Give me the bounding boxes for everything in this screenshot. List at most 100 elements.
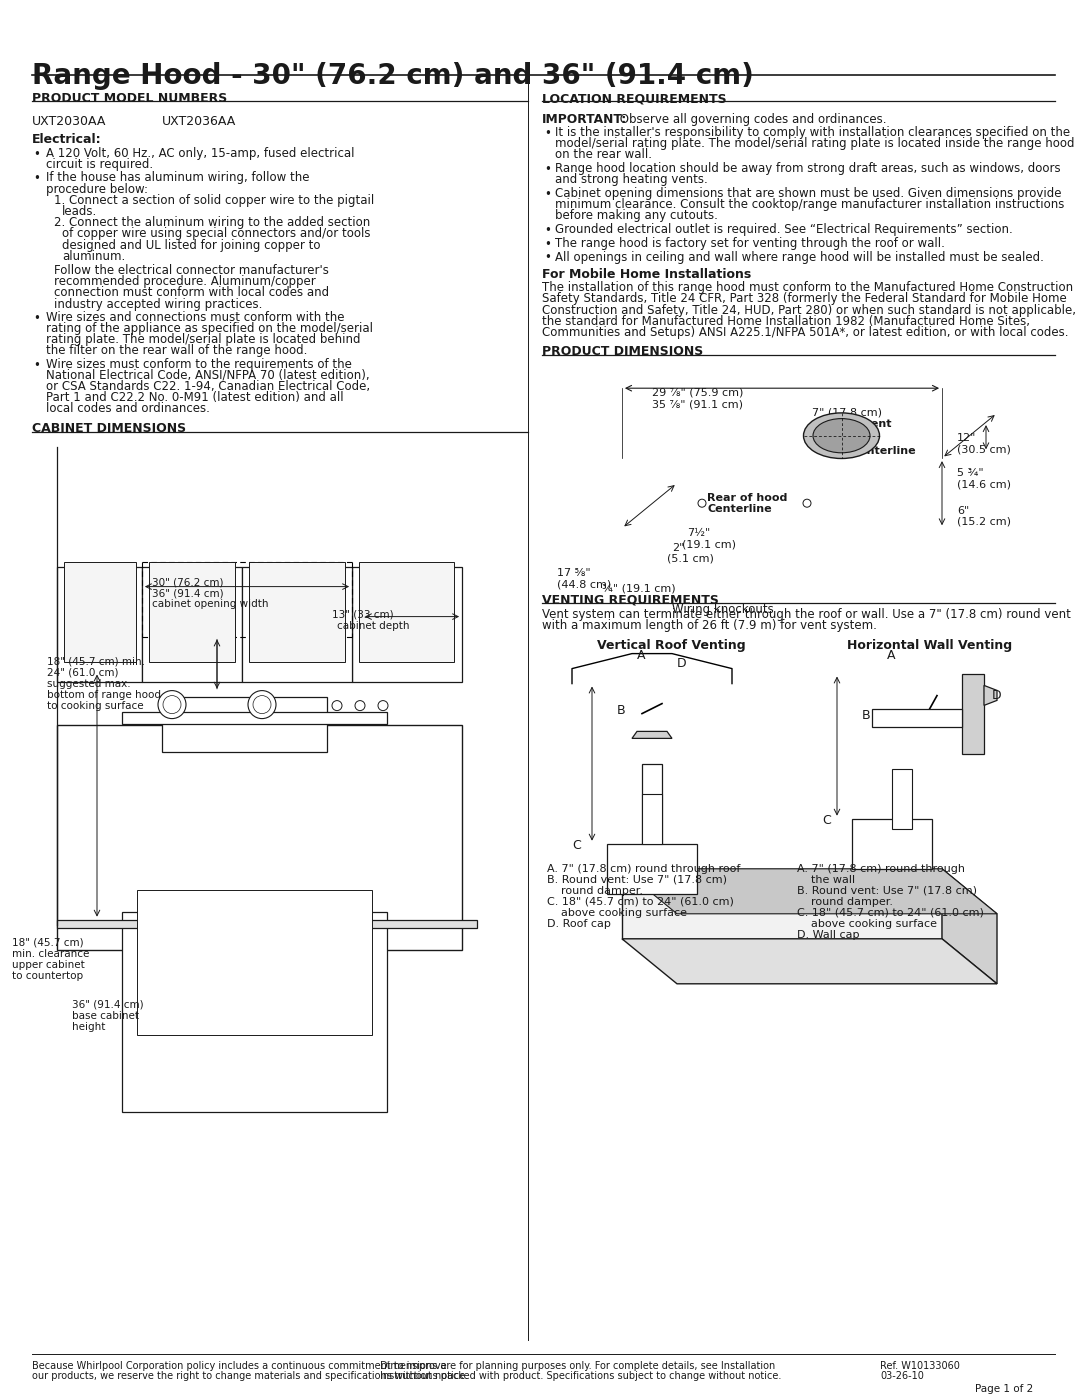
Text: upper cabinet: upper cabinet [12,960,84,970]
Text: C. 18" (45.7 cm) to 24" (61.0 cm): C. 18" (45.7 cm) to 24" (61.0 cm) [797,908,984,918]
Text: C. 18" (45.7 cm) to 24" (61.0 cm): C. 18" (45.7 cm) to 24" (61.0 cm) [546,897,734,907]
Text: PRODUCT MODEL NUMBERS: PRODUCT MODEL NUMBERS [32,92,227,105]
Bar [64,562,136,662]
Text: 6": 6" [957,506,969,517]
Text: National Electrical Code, ANSI/NFPA 70 (latest edition),: National Electrical Code, ANSI/NFPA 70 (… [46,369,369,381]
Text: before making any cutouts.: before making any cutouts. [555,210,718,222]
Bar [137,890,372,1035]
Text: circuit is required.: circuit is required. [46,158,153,172]
Text: •: • [544,163,551,176]
Circle shape [332,701,342,711]
Text: CABINET DIMENSIONS: CABINET DIMENSIONS [32,422,186,434]
Text: •: • [544,224,551,237]
Text: Instructions packed with product. Specifications subject to change without notic: Instructions packed with product. Specif… [380,1370,781,1382]
Bar [122,711,387,724]
Text: IMPORTANT:: IMPORTANT: [542,113,627,126]
Text: Rear of hood: Rear of hood [707,493,787,503]
Text: recommended procedure. Aluminum/copper: recommended procedure. Aluminum/copper [54,275,315,288]
Text: B: B [862,708,870,722]
Text: LOCATION REQUIREMENTS: LOCATION REQUIREMENTS [542,92,727,105]
Text: Centerline: Centerline [851,446,916,455]
Polygon shape [57,725,462,950]
Text: Cabinet opening dimensions that are shown must be used. Given dimensions provide: Cabinet opening dimensions that are show… [555,187,1062,200]
Text: 24" (61.0 cm): 24" (61.0 cm) [48,668,119,678]
Text: Part 1 and C22.2 No. 0-M91 (latest edition) and all: Part 1 and C22.2 No. 0-M91 (latest editi… [46,391,343,404]
Text: •: • [544,237,551,251]
Text: A 120 Volt, 60 Hz., AC only, 15-amp, fused electrical: A 120 Volt, 60 Hz., AC only, 15-amp, fus… [46,147,354,161]
Text: 03-26-10: 03-26-10 [880,1370,923,1382]
Text: Safety Standards, Title 24 CFR, Part 328 (formerly the Federal Standard for Mobi: Safety Standards, Title 24 CFR, Part 328… [542,292,1067,306]
Polygon shape [632,732,672,739]
Polygon shape [984,686,997,705]
Text: B. Round vent: Use 7" (17.8 cm): B. Round vent: Use 7" (17.8 cm) [546,875,727,884]
Text: cabinet opening width: cabinet opening width [152,598,269,609]
Text: 36" (91.4 cm): 36" (91.4 cm) [72,1000,144,1010]
Text: A. 7" (17.8 cm) round through: A. 7" (17.8 cm) round through [797,863,966,873]
Text: Dimensions are for planning purposes only. For complete details, see Installatio: Dimensions are for planning purposes onl… [380,1361,775,1370]
Text: or CSA Standards C22. 1-94, Canadian Electrical Code,: or CSA Standards C22. 1-94, Canadian Ele… [46,380,370,393]
Text: our products, we reserve the right to change materials and specifications withou: our products, we reserve the right to ch… [32,1370,468,1382]
Text: Horizontal Wall Venting: Horizontal Wall Venting [847,638,1012,651]
Text: minimum clearance. Consult the cooktop/range manufacturer installation instructi: minimum clearance. Consult the cooktop/r… [555,198,1065,211]
Circle shape [248,690,276,718]
Text: Round vent: Round vent [820,419,891,429]
Text: •: • [33,148,40,161]
Circle shape [253,696,271,714]
Bar [359,562,454,662]
Text: •: • [544,189,551,201]
Text: If the house has aluminum wiring, follow the: If the house has aluminum wiring, follow… [46,172,310,184]
Text: round damper.: round damper. [797,897,893,907]
Text: UXT2036AA: UXT2036AA [162,115,237,129]
Text: Wiring knockouts: Wiring knockouts [672,604,773,616]
Bar [249,562,345,662]
Text: (30.5 cm): (30.5 cm) [957,444,1011,454]
Text: •: • [33,359,40,372]
Bar [892,768,912,828]
Text: Vent system can terminate either through the roof or wall. Use a 7" (17.8 cm) ro: Vent system can terminate either through… [542,608,1071,622]
Text: and strong heating vents.: and strong heating vents. [555,173,707,186]
Text: •: • [33,312,40,324]
Bar [872,708,962,726]
Text: A: A [637,648,646,662]
Text: (19.1 cm): (19.1 cm) [681,539,735,549]
Text: the filter on the rear wall of the range hood.: the filter on the rear wall of the range… [46,345,308,358]
Text: of copper wire using special connectors and/or tools: of copper wire using special connectors … [62,228,370,240]
Text: Wire sizes and connections must conform with the: Wire sizes and connections must conform … [46,310,345,324]
Text: B: B [617,704,625,717]
Text: to countertop: to countertop [12,971,83,981]
Text: Range Hood - 30" (76.2 cm) and 36" (91.4 cm): Range Hood - 30" (76.2 cm) and 36" (91.4… [32,61,754,89]
Text: All openings in ceiling and wall where range hood will be installed must be seal: All openings in ceiling and wall where r… [555,250,1044,264]
Bar [607,844,697,894]
Text: •: • [544,251,551,264]
Ellipse shape [804,414,879,458]
Text: VENTING REQUIREMENTS: VENTING REQUIREMENTS [542,594,719,606]
Text: The installation of this range hood must conform to the Manufactured Home Constr: The installation of this range hood must… [542,281,1074,295]
Text: aluminum.: aluminum. [62,250,125,263]
Polygon shape [622,939,997,983]
Circle shape [163,696,181,714]
Circle shape [378,701,388,711]
Text: A: A [887,648,895,662]
Text: the standard for Manufactured Home Installation 1982 (Manufactured Home Sites,: the standard for Manufactured Home Insta… [542,314,1030,328]
Text: Vertical Roof Venting: Vertical Roof Venting [597,638,745,651]
Text: Construction and Safety, Title 24, HUD, Part 280) or when such standard is not a: Construction and Safety, Title 24, HUD, … [542,303,1076,317]
Text: D: D [993,689,1001,701]
Text: The range hood is factory set for venting through the roof or wall.: The range hood is factory set for ventin… [555,237,945,250]
Text: bottom of range hood: bottom of range hood [48,690,161,700]
Polygon shape [622,869,997,914]
Text: 12": 12" [957,433,976,443]
Text: 29 ⅞" (75.9 cm): 29 ⅞" (75.9 cm) [652,387,743,397]
Text: with a maximum length of 26 ft (7.9 m) for vent system.: with a maximum length of 26 ft (7.9 m) f… [542,619,877,633]
Circle shape [804,499,811,507]
Text: Wire sizes must conform to the requirements of the: Wire sizes must conform to the requireme… [46,358,352,370]
Text: 7" (17.8 cm): 7" (17.8 cm) [811,408,881,418]
Text: suggested max.: suggested max. [48,679,131,689]
Bar [122,912,387,1112]
Text: For Mobile Home Installations: For Mobile Home Installations [542,268,752,281]
Text: height: height [72,1021,106,1031]
Text: 13" (33 cm): 13" (33 cm) [332,609,393,620]
Text: designed and UL listed for joining copper to: designed and UL listed for joining coppe… [62,239,321,251]
Bar [57,919,477,928]
Text: 2. Connect the aluminum wiring to the added section: 2. Connect the aluminum wiring to the ad… [54,217,370,229]
Text: C: C [822,813,831,827]
